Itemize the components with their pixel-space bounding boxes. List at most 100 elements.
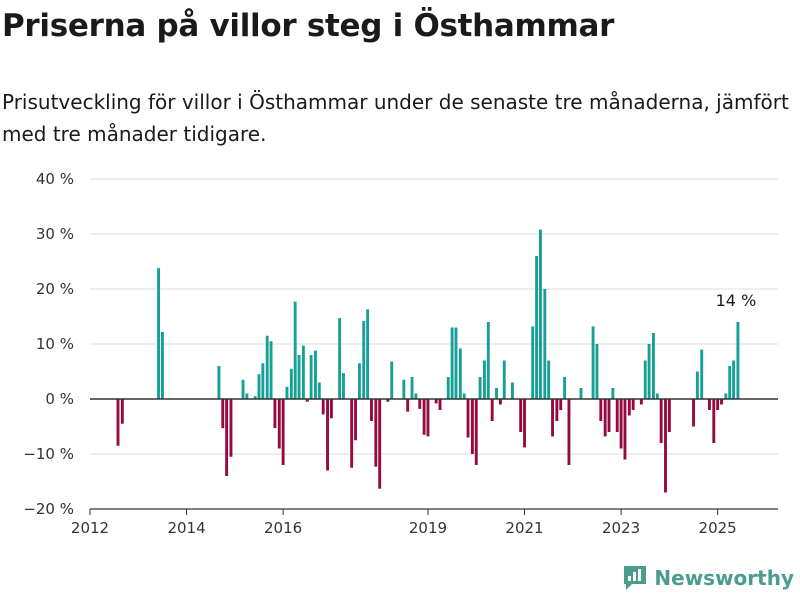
y-axis-labels: −20 % −10 % 0 % 10 % 20 % 30 % 40 % [23, 170, 74, 518]
bar [342, 373, 345, 399]
bar [241, 379, 245, 399]
bar [454, 327, 458, 399]
bar [221, 399, 225, 429]
y-tick-label: 20 % [36, 280, 74, 298]
bar [655, 393, 659, 399]
bar [523, 399, 526, 448]
bar [607, 399, 611, 432]
bar [611, 388, 615, 399]
bar [651, 333, 655, 399]
bar [414, 393, 418, 399]
bar [619, 399, 623, 449]
bar [498, 399, 502, 405]
bar [269, 341, 273, 399]
bar [321, 399, 325, 415]
bar [362, 320, 366, 399]
bar [519, 399, 523, 432]
bar [627, 399, 631, 416]
bar [707, 399, 711, 410]
bar [535, 256, 539, 399]
bar [426, 399, 430, 437]
bar [293, 301, 297, 399]
bar [229, 399, 233, 457]
bar [732, 360, 736, 399]
bar [643, 360, 647, 399]
bar [495, 388, 498, 399]
bar [157, 268, 161, 399]
bar [531, 326, 535, 399]
bar [366, 309, 370, 399]
last-value-label: 14 % [716, 291, 757, 310]
bar [486, 322, 490, 399]
chart-subtitle: Prisutveckling för villor i Östhammar un… [2, 90, 789, 146]
bar [511, 382, 514, 399]
bar [563, 377, 567, 399]
chart-title: Priserna på villor steg i Östhammar [2, 8, 615, 44]
y-tick-label: −20 % [23, 500, 74, 518]
bar [225, 399, 229, 476]
bar [357, 363, 361, 399]
x-axis-labels: 2012 2014 2016 2019 2021 2023 2025 [71, 509, 737, 537]
bar [329, 399, 333, 419]
bar [326, 399, 329, 471]
bar [470, 399, 474, 454]
bar [474, 399, 478, 465]
bar [664, 399, 667, 493]
x-tick-label: 2016 [264, 519, 302, 537]
bar [623, 399, 627, 460]
bar [478, 377, 482, 399]
bar [434, 399, 438, 404]
grid-lines [90, 178, 778, 455]
bar [667, 399, 671, 432]
y-tick-label: 30 % [36, 225, 74, 243]
bar [338, 318, 342, 399]
bar [483, 360, 486, 399]
bar [297, 355, 301, 399]
bar [458, 348, 462, 399]
bar [301, 345, 305, 399]
bar [314, 350, 317, 399]
bar [305, 399, 309, 402]
y-tick-label: 40 % [36, 170, 74, 188]
bars [116, 229, 740, 493]
bar [595, 344, 599, 399]
bar [390, 361, 394, 399]
bar [438, 399, 442, 410]
bar [217, 366, 221, 399]
bar [354, 399, 357, 441]
bar [555, 399, 559, 421]
bar [273, 399, 277, 429]
x-tick-label: 2014 [167, 519, 205, 537]
bar [160, 331, 164, 399]
bar [285, 386, 289, 399]
bar [410, 377, 414, 399]
bar [559, 399, 563, 410]
bar [736, 322, 740, 399]
bar [659, 399, 663, 443]
newsworthy-logo-icon [624, 566, 647, 590]
bar [422, 399, 426, 435]
bar [639, 399, 643, 405]
x-tick-label: 2025 [699, 519, 737, 537]
bar [402, 379, 406, 399]
y-tick-label: −10 % [23, 445, 74, 463]
y-tick-label: 0 % [45, 390, 74, 408]
x-tick-label: 2012 [71, 519, 109, 537]
brand-name: Newsworthy [654, 566, 794, 590]
bar [692, 399, 695, 427]
bar [317, 382, 321, 399]
bar [695, 371, 699, 399]
bar [490, 399, 494, 421]
bar [716, 399, 720, 410]
bar [309, 355, 313, 399]
bar [281, 399, 285, 465]
bar [462, 393, 466, 399]
bar [728, 366, 732, 399]
bar [378, 399, 382, 489]
bar [265, 335, 269, 399]
bar [116, 399, 120, 446]
bar [257, 374, 261, 399]
bar [446, 377, 450, 399]
bar [450, 327, 454, 399]
bar [547, 360, 551, 399]
